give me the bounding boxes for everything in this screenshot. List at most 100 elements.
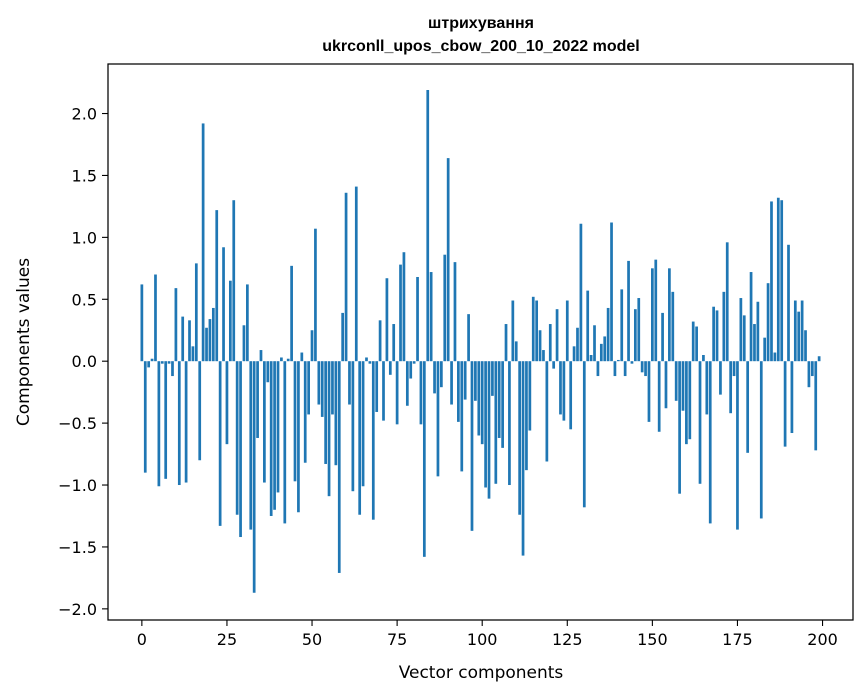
bar-75 [395,361,399,425]
bar-182 [759,361,763,519]
bar-160 [685,361,688,445]
bar-168 [712,306,715,362]
bar-66 [365,357,368,362]
bar-169 [715,310,719,362]
bar-73 [388,361,392,375]
bar-70 [378,320,382,362]
y-tick-label: −1.0 [58,476,97,495]
bar-25 [225,361,229,445]
bar-132 [589,355,593,362]
bar-139 [613,361,617,377]
bar-130 [582,361,586,508]
bar-92 [453,262,457,362]
bar-119 [545,361,549,462]
bar-4 [154,274,157,362]
bar-69 [375,361,379,412]
bar-193 [797,311,801,362]
bar-67 [368,361,372,364]
bar-12 [181,316,185,362]
bar-39 [273,361,276,510]
bar-178 [746,361,750,453]
bar-128 [576,327,579,362]
bar-44 [290,265,293,362]
bar-186 [773,352,777,362]
bar-59 [341,312,345,362]
bar-35 [259,350,263,362]
bar-180 [753,324,756,362]
bar-31 [246,284,249,362]
bar-141 [620,289,624,362]
bar-97 [470,361,474,531]
bar-174 [732,361,736,377]
bar-5 [157,361,161,487]
bar-71 [382,361,385,421]
y-axis-label: Components values [14,258,34,426]
bar-116 [535,300,539,362]
bar-28 [235,361,239,515]
bar-158 [678,361,681,494]
y-tick-label: −1.5 [58,538,97,557]
bar-111 [518,361,521,515]
bar-191 [790,361,794,434]
bar-133 [593,325,596,362]
bar-6 [160,361,164,364]
bar-148 [644,361,647,377]
bar-165 [702,355,705,362]
bar-156 [671,291,675,362]
bar-55 [327,361,331,497]
bar-136 [603,336,607,362]
bar-123 [559,361,562,415]
bar-142 [623,361,627,377]
bar-27 [232,200,236,362]
bar-13 [184,361,188,483]
y-tick-label: 2.0 [72,105,97,124]
bar-78 [405,361,409,406]
bar-137 [606,307,610,362]
bar-56 [331,361,334,415]
bar-0 [140,284,144,362]
bars-group [140,90,821,593]
bar-63 [354,186,358,362]
bar-122 [555,309,559,362]
bar-113 [525,361,528,471]
bar-48 [303,361,307,463]
bar-95 [463,361,467,400]
x-tick-label: 75 [387,630,407,649]
y-tick-label: 1.0 [72,228,97,247]
bar-120 [548,324,552,362]
bar-72 [385,278,389,362]
bar-29 [239,361,242,538]
bar-194 [800,300,804,362]
x-tick-label: 125 [552,630,583,649]
bar-127 [572,346,576,362]
bar-134 [596,361,600,377]
bar-24 [222,247,225,362]
bar-103 [491,361,494,396]
bar-42 [283,361,287,524]
bar-172 [725,242,729,362]
bar-87 [436,361,440,477]
bar-154 [664,361,668,409]
bar-1 [143,361,147,473]
bar-110 [514,341,518,362]
bar-144 [630,361,634,364]
bar-84 [426,90,430,362]
bar-106 [501,361,504,448]
bar-58 [337,361,341,573]
bar-108 [508,361,511,486]
bar-192 [793,300,797,362]
x-axis-ticks: 0 25 50 75 100 125 150 175 200 [137,620,838,649]
bar-2 [147,361,151,368]
bar-102 [487,361,491,499]
bar-8 [167,361,171,364]
bar-149 [647,361,651,422]
bar-53 [320,361,324,417]
bar-163 [695,326,698,362]
bar-176 [739,298,743,362]
bar-138 [610,222,613,362]
bar-161 [688,361,692,440]
bar-65 [361,361,365,487]
bar-184 [766,283,770,362]
